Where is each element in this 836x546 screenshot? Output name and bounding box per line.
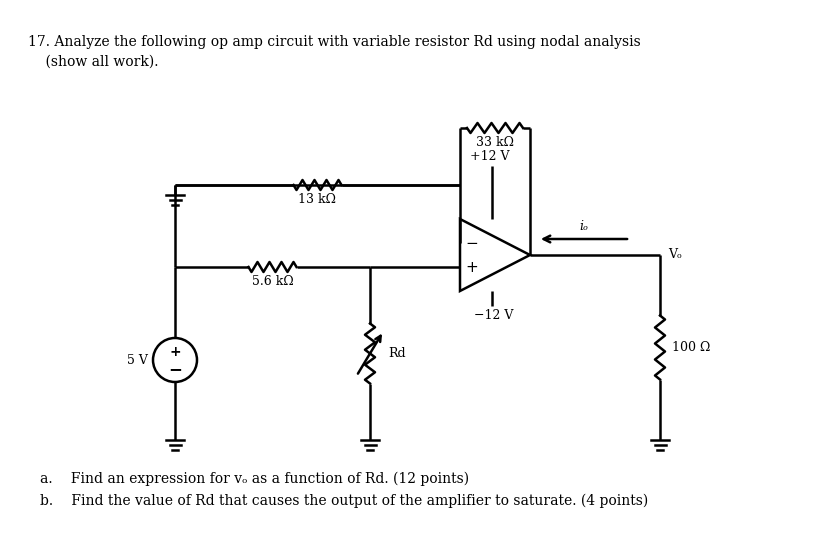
Text: −12 V: −12 V — [474, 309, 513, 322]
Text: 5.6 kΩ: 5.6 kΩ — [252, 275, 293, 288]
Text: +: + — [466, 259, 478, 275]
Text: 17. Analyze the following op amp circuit with variable resistor Rd using nodal a: 17. Analyze the following op amp circuit… — [28, 35, 640, 49]
Text: iₒ: iₒ — [579, 220, 589, 233]
Text: 13 kΩ: 13 kΩ — [298, 193, 337, 206]
Text: +: + — [169, 345, 181, 359]
Text: 5 V: 5 V — [126, 353, 147, 366]
Text: (show all work).: (show all work). — [28, 55, 159, 69]
Text: +12 V: +12 V — [470, 150, 509, 163]
Text: Rd: Rd — [388, 347, 405, 360]
Text: Vₒ: Vₒ — [668, 248, 681, 262]
Text: 100 Ω: 100 Ω — [672, 341, 711, 354]
Text: a.  Find an expression for vₒ as a function of Rd. (12 points): a. Find an expression for vₒ as a functi… — [40, 472, 469, 486]
Text: 33 kΩ: 33 kΩ — [476, 136, 514, 149]
Text: b.  Find the value of Rd that causes the output of the amplifier to saturate. (4: b. Find the value of Rd that causes the … — [40, 494, 648, 508]
Text: −: − — [168, 360, 182, 378]
Text: −: − — [466, 235, 478, 251]
